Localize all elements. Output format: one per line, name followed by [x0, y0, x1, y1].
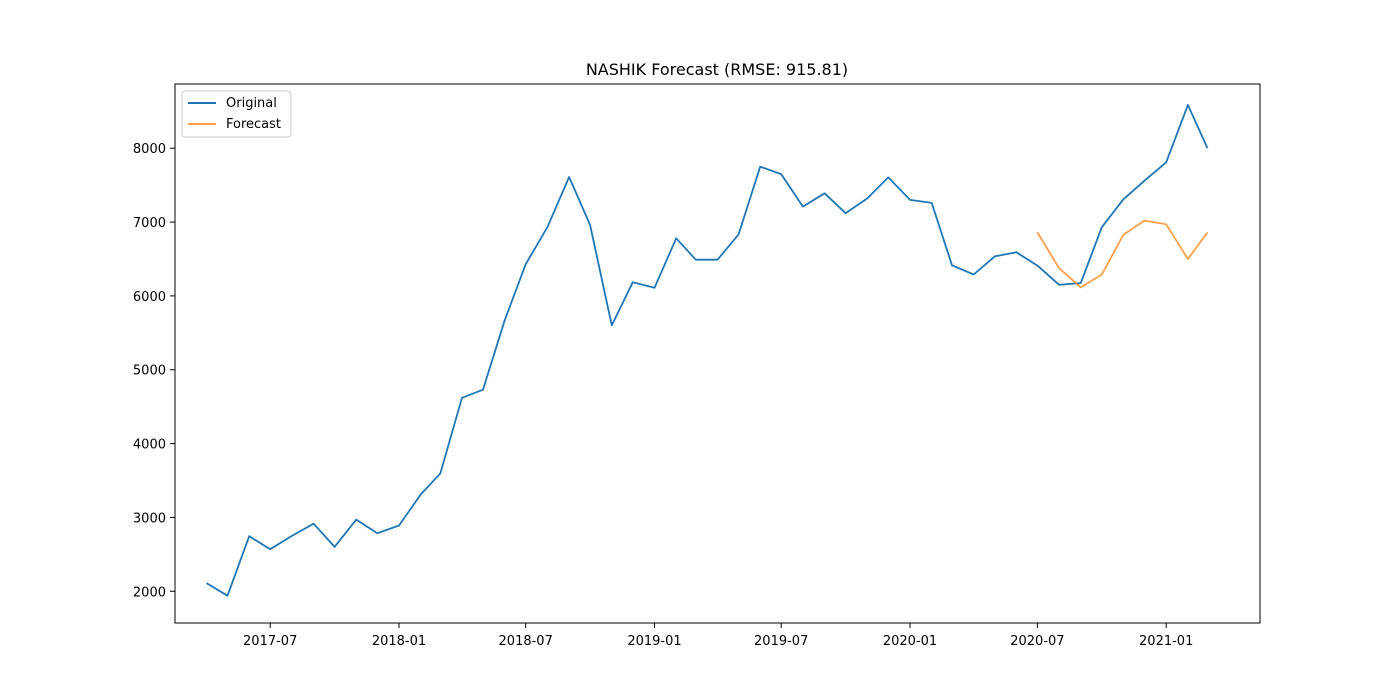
chart-title: NASHIK Forecast (RMSE: 915.81) [586, 60, 848, 79]
y-tick-label: 7000 [133, 216, 166, 231]
y-tick-label: 2000 [133, 585, 166, 600]
x-axis: 2017-07 2018-01 2018-07 2019-01 2019-07 2020-… [243, 623, 1193, 649]
y-tick-label: 5000 [133, 364, 166, 379]
y-tick-label: 3000 [133, 511, 166, 526]
y-axis: 2000 3000 4000 5000 6000 7000 8000 [133, 142, 175, 600]
x-tick-label: 2020-01 [883, 634, 937, 649]
legend: Original Forecast [181, 90, 292, 138]
series-line-original [206, 104, 1209, 597]
plot-frame [174, 83, 1261, 624]
legend-original-label: Original [226, 96, 277, 111]
x-tick-label: 2018-01 [372, 634, 426, 649]
x-tick-label: 2017-07 [243, 634, 297, 649]
y-tick-label: 4000 [133, 438, 166, 453]
x-tick-label: 2018-07 [499, 634, 553, 649]
series-line-forecast [1036, 219, 1209, 289]
x-tick-label: 2020-07 [1010, 634, 1064, 649]
legend-forecast-label: Forecast [226, 117, 281, 132]
x-tick-label: 2021-01 [1139, 634, 1193, 649]
y-tick-label: 6000 [133, 290, 166, 305]
y-tick-label: 8000 [133, 142, 166, 157]
x-tick-label: 2019-01 [627, 634, 681, 649]
series-lines [206, 104, 1209, 597]
x-tick-label: 2019-07 [754, 634, 808, 649]
